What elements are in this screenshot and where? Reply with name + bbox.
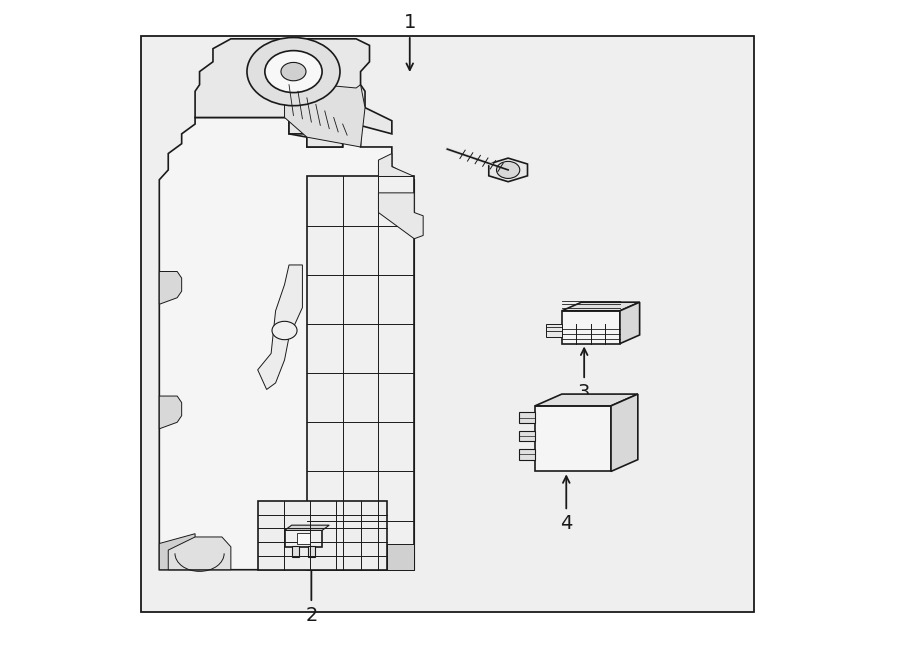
Polygon shape xyxy=(562,302,640,311)
Polygon shape xyxy=(292,546,299,557)
Polygon shape xyxy=(387,543,414,570)
Text: 1: 1 xyxy=(403,13,416,70)
Polygon shape xyxy=(195,39,392,147)
Circle shape xyxy=(281,62,306,81)
Polygon shape xyxy=(284,525,329,530)
Polygon shape xyxy=(159,533,200,570)
Text: 4: 4 xyxy=(560,476,572,533)
Polygon shape xyxy=(489,158,527,182)
Circle shape xyxy=(247,38,340,106)
Polygon shape xyxy=(519,431,535,442)
Polygon shape xyxy=(535,394,638,406)
Polygon shape xyxy=(257,501,387,570)
Text: 2: 2 xyxy=(305,561,318,625)
Circle shape xyxy=(497,161,520,178)
Text: 3: 3 xyxy=(578,348,590,402)
Polygon shape xyxy=(257,265,302,389)
Polygon shape xyxy=(620,302,640,344)
Polygon shape xyxy=(159,118,414,570)
Polygon shape xyxy=(545,324,562,337)
Polygon shape xyxy=(535,406,611,471)
Polygon shape xyxy=(308,546,315,557)
Polygon shape xyxy=(159,272,182,304)
Polygon shape xyxy=(378,153,414,176)
Polygon shape xyxy=(519,449,535,459)
Circle shape xyxy=(265,51,322,93)
Polygon shape xyxy=(284,530,322,547)
FancyBboxPatch shape xyxy=(141,36,754,612)
Polygon shape xyxy=(284,81,365,147)
Polygon shape xyxy=(611,394,638,471)
Circle shape xyxy=(272,321,297,340)
Polygon shape xyxy=(378,193,423,239)
Polygon shape xyxy=(519,412,535,423)
Polygon shape xyxy=(562,311,620,344)
Polygon shape xyxy=(297,533,310,543)
Polygon shape xyxy=(159,396,182,429)
Polygon shape xyxy=(168,537,231,570)
Polygon shape xyxy=(307,176,414,570)
